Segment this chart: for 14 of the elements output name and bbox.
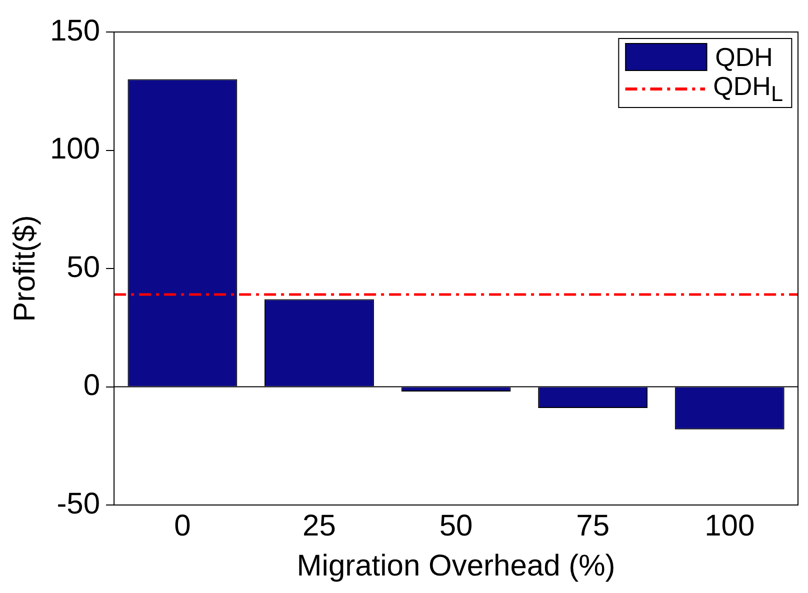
x-tick-label: 50	[439, 509, 473, 542]
y-axis-title: Profit($)	[8, 215, 42, 322]
y-tick-label: 150	[50, 14, 100, 48]
y-tick-label: 0	[83, 369, 100, 402]
x-tick-label: 75	[576, 509, 610, 542]
x-tick-label: 100	[704, 509, 755, 542]
y-tick-label: -50	[56, 487, 100, 520]
x-axis-title: Migration Overhead (%)	[296, 549, 616, 582]
x-tick-label: 0	[174, 509, 191, 542]
legend-label: QDH	[715, 42, 773, 72]
legend-label: QDH$_{L}$	[713, 70, 783, 108]
y-tick-label: 50	[66, 250, 100, 284]
x-tick-label: 25	[302, 509, 336, 542]
y-tick-label: 100	[50, 132, 100, 166]
